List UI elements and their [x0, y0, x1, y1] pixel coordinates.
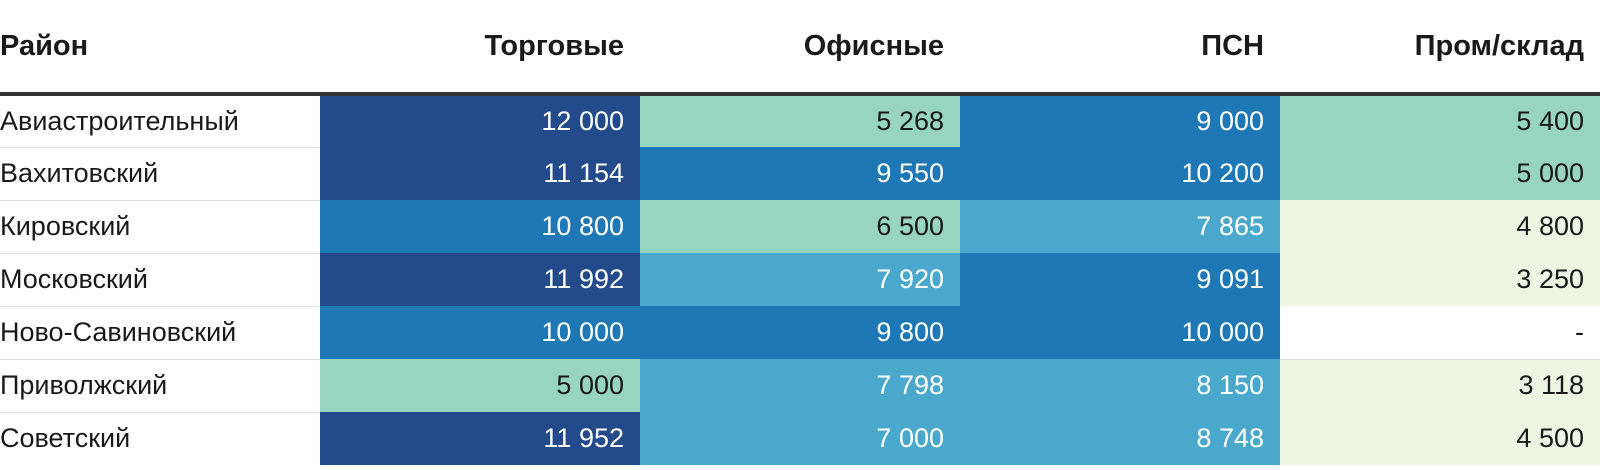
- district-name-cell: Ново-Савиновский: [0, 306, 320, 360]
- district-name-cell: Кировский: [0, 200, 320, 254]
- column-header-office: Офисные: [640, 0, 960, 96]
- table-row: Советский 11 952 7 000 8 748 4 500: [0, 412, 1600, 465]
- column-header-industrial: Пром/склад: [1280, 0, 1600, 96]
- office-value-cell: 7 798: [640, 359, 960, 412]
- header-row: Район Торговые Офисные ПСН Пром/склад: [0, 0, 1600, 96]
- retail-value-cell: 10 800: [320, 200, 640, 253]
- psn-value-cell: 8 150: [960, 359, 1280, 412]
- retail-value-cell: 11 154: [320, 147, 640, 200]
- office-value-cell: 9 550: [640, 147, 960, 200]
- industrial-value-cell: 5 000: [1280, 147, 1600, 200]
- column-header-district: Район: [0, 0, 320, 96]
- table-row: Кировский 10 800 6 500 7 865 4 800: [0, 200, 1600, 254]
- industrial-value-cell: 4 500: [1280, 412, 1600, 465]
- office-value-cell: 5 268: [640, 94, 960, 147]
- district-name-cell: Московский: [0, 253, 320, 307]
- psn-value-cell: 8 748: [960, 412, 1280, 465]
- industrial-value-cell: 4 800: [1280, 200, 1600, 253]
- office-value-cell: 7 000: [640, 412, 960, 465]
- table-row: Авиастроительный 12 000 5 268 9 000 5 400: [0, 94, 1600, 148]
- psn-value-cell: 9 000: [960, 94, 1280, 147]
- office-value-cell: 7 920: [640, 253, 960, 306]
- retail-value-cell: 11 992: [320, 253, 640, 306]
- table-row: Ново-Савиновский 10 000 9 800 10 000-: [0, 306, 1600, 360]
- retail-value-cell: 10 000: [320, 306, 640, 359]
- table-row: Московский 11 992 7 920 9 091 3 250: [0, 253, 1600, 307]
- industrial-value-cell: 3 118: [1280, 359, 1600, 412]
- district-name-cell: Советский: [0, 412, 320, 465]
- industrial-value-cell: -: [1280, 306, 1600, 360]
- district-name-cell: Приволжский: [0, 359, 320, 413]
- district-name-cell: Вахитовский: [0, 147, 320, 201]
- industrial-value-cell: 3 250: [1280, 253, 1600, 306]
- retail-value-cell: 12 000: [320, 94, 640, 147]
- retail-value-cell: 11 952: [320, 412, 640, 465]
- column-header-retail: Торговые: [320, 0, 640, 96]
- district-name-cell: Авиастроительный: [0, 94, 320, 148]
- office-value-cell: 9 800: [640, 306, 960, 359]
- psn-value-cell: 10 000: [960, 306, 1280, 359]
- psn-value-cell: 10 200: [960, 147, 1280, 200]
- column-header-psn: ПСН: [960, 0, 1280, 96]
- retail-value-cell: 5 000: [320, 359, 640, 412]
- table-body: Авиастроительный 12 000 5 268 9 000 5 400 Вах…: [0, 94, 1600, 465]
- table-row: Приволжский 5 000 7 798 8 150 3 118: [0, 359, 1600, 413]
- table-row: Вахитовский 11 154 9 550 10 200 5 000: [0, 147, 1600, 201]
- psn-value-cell: 7 865: [960, 200, 1280, 253]
- industrial-value-cell: 5 400: [1280, 94, 1600, 147]
- office-value-cell: 6 500: [640, 200, 960, 253]
- psn-value-cell: 9 091: [960, 253, 1280, 306]
